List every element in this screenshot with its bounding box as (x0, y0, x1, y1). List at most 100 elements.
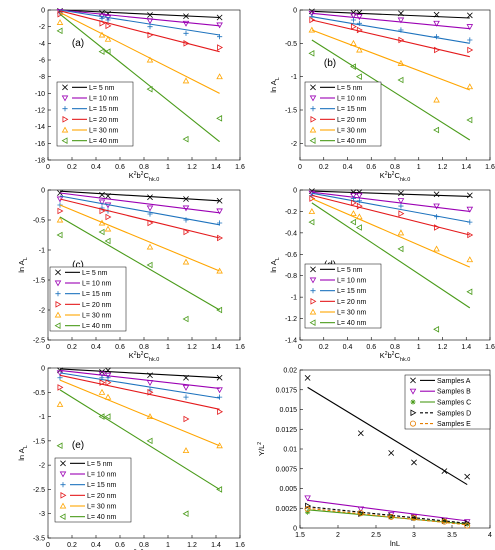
fit-line (59, 204, 220, 272)
x-tick-label: 1.2 (187, 344, 197, 351)
data-point (433, 245, 440, 252)
legend-label: L= 20 nm (337, 117, 367, 124)
fit-line (311, 198, 471, 268)
legend-marker (310, 288, 316, 294)
data-point (105, 22, 112, 30)
data-point (350, 210, 357, 217)
data-point (308, 50, 315, 57)
data-point (398, 27, 404, 33)
series-0 (308, 8, 473, 19)
data-point (433, 20, 440, 27)
legend-label: L= 30 nm (82, 313, 112, 320)
series-4 (56, 379, 223, 454)
data-point (182, 447, 190, 454)
legend-marker (309, 137, 316, 144)
x-tick-label: 3 (412, 532, 416, 539)
data-point (358, 511, 364, 517)
x-tick-label: 0.8 (390, 344, 400, 351)
data-point (182, 384, 190, 391)
fit-line (59, 198, 220, 239)
series-2 (309, 14, 473, 44)
series-5 (308, 39, 473, 141)
legend-label: L= 10 nm (87, 472, 117, 479)
data-point (57, 375, 63, 381)
fit-line (59, 379, 220, 447)
data-point (146, 437, 153, 445)
data-point (216, 208, 223, 215)
data-point (216, 22, 223, 29)
series-3 (57, 374, 224, 423)
legend-label: L= 40 nm (337, 320, 367, 327)
legend-label: L= 20 nm (87, 493, 117, 500)
data-point (388, 514, 394, 520)
series-0 (57, 190, 223, 204)
data-point (104, 372, 112, 379)
y-axis-label: ln AL (269, 77, 281, 93)
legend-label: L= 5 nm (87, 461, 113, 468)
legend-label: Samples B (437, 389, 471, 396)
x-tick-label: 0.6 (115, 542, 125, 549)
x-axis-label: lnL (390, 539, 400, 548)
legend-box (304, 263, 382, 329)
data-point (398, 10, 404, 17)
data-point (388, 512, 395, 520)
data-point (466, 288, 473, 296)
data-point (182, 510, 189, 517)
x-axis-label: K2b2Chk.0 (129, 171, 160, 183)
panel-b: 0 0.2 0.4 0.6 0.8 1 1.2 1.4 1.6 0 -0.5 -1 -1.5 -2 K2b2… (269, 8, 495, 184)
fit-line (311, 16, 470, 44)
data-point (146, 18, 154, 25)
data-point (388, 450, 395, 456)
data-point (398, 210, 405, 217)
data-point (105, 17, 111, 23)
fit-line (311, 10, 470, 19)
data-point (356, 20, 362, 26)
x-tick-label: 0.8 (139, 164, 149, 171)
data-point (350, 192, 357, 199)
data-point (466, 116, 473, 124)
data-point (441, 468, 448, 475)
legend-marker (310, 84, 316, 91)
legend-marker (55, 269, 61, 276)
fit-line (311, 39, 471, 141)
x-tick-label: 4 (488, 532, 492, 539)
data-point (356, 198, 362, 204)
y-tick-label: 0.0175 (276, 387, 298, 394)
fit-line (59, 13, 220, 143)
data-point (304, 506, 311, 513)
data-point (183, 228, 190, 236)
series-3 (57, 198, 224, 242)
data-point (182, 205, 190, 212)
fit-line (311, 194, 470, 236)
data-point (463, 519, 471, 526)
fit-line (311, 29, 471, 91)
legend-marker (60, 482, 66, 488)
data-point (146, 380, 154, 386)
data-point (104, 48, 111, 55)
legend-box (54, 457, 132, 523)
y-tick-label: 0 (293, 8, 297, 15)
data-point (98, 199, 106, 206)
data-point (433, 214, 440, 220)
data-point (308, 26, 316, 33)
y-tick-label: -1 (291, 295, 297, 302)
legend-label: L= 5 nm (82, 270, 108, 277)
y-axis-label: ln AL (17, 257, 29, 273)
legend-marker (54, 280, 62, 287)
data-point (104, 393, 112, 400)
data-point (56, 231, 63, 239)
legend-label: L= 10 nm (337, 278, 367, 285)
data-point (304, 495, 311, 502)
data-point (104, 413, 111, 420)
legend-marker (410, 377, 416, 384)
x-tick-label: 0.4 (91, 164, 101, 171)
panel-e: 0 0.2 0.4 0.6 0.8 1 1.2 1.4 1.6 0 -0.5 -1 -1.5 -2 -2.5… (17, 366, 245, 550)
data-point (147, 389, 154, 396)
legend-label: L= 15 nm (337, 106, 367, 113)
data-point (433, 191, 440, 198)
data-point (105, 379, 112, 386)
y-tick-label: 0 (41, 366, 45, 373)
data-point (183, 40, 190, 47)
y-tick-label: -2 (39, 308, 45, 315)
y-tick-label: -0.8 (285, 273, 297, 280)
